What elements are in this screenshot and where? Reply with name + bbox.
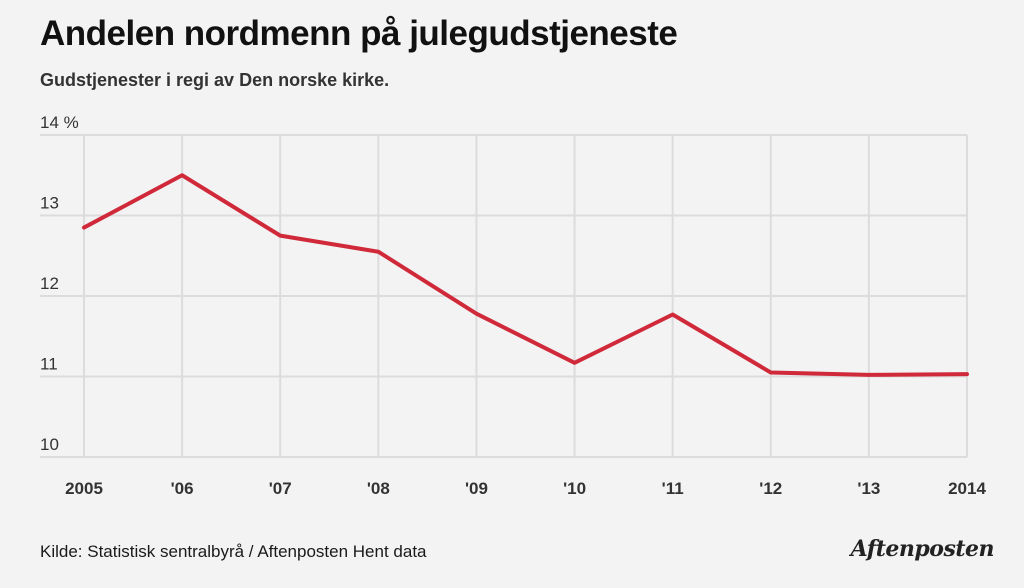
y-tick-label: 13 — [40, 194, 59, 213]
data-point — [868, 374, 870, 376]
y-tick-label: 14 % — [40, 113, 79, 132]
x-tick-label: '08 — [367, 479, 390, 498]
y-tick-label: 12 — [40, 274, 59, 293]
x-tick-label: '07 — [269, 479, 292, 498]
x-tick-label: 2014 — [948, 479, 986, 498]
x-tick-label: 2005 — [65, 479, 103, 498]
chart-subtitle: Gudstjenester i regi av Den norske kirke… — [40, 70, 390, 90]
x-tick-label: '10 — [563, 479, 586, 498]
series-line — [82, 173, 969, 377]
chart-title: Andelen nordmenn på julegudstjeneste — [40, 14, 678, 53]
x-axis-ticks: 2005 '06 '07 '08 '09 '10 '11 '12 '13 2014 — [65, 479, 986, 498]
x-tick-label: '13 — [857, 479, 880, 498]
aftenposten-logo: Aftenposten — [850, 536, 995, 562]
data-point — [475, 313, 477, 315]
data-point — [672, 314, 674, 316]
y-tick-label: 10 — [40, 435, 59, 454]
grid-layer — [40, 134, 968, 458]
data-point — [770, 371, 772, 373]
x-tick-label: '11 — [662, 479, 684, 498]
series-layer — [82, 173, 969, 377]
data-point — [966, 373, 968, 375]
data-point — [83, 227, 85, 229]
x-tick-label: '09 — [465, 479, 488, 498]
data-point — [377, 251, 379, 253]
source-note: Kilde: Statistisk sentralbyrå / Aftenpos… — [40, 542, 427, 561]
x-tick-label: '06 — [171, 479, 194, 498]
y-axis-ticks: 10 11 12 13 14 % — [40, 113, 79, 454]
data-point — [574, 362, 576, 364]
data-point — [279, 235, 281, 237]
y-tick-label: 11 — [40, 355, 58, 374]
x-tick-label: '12 — [759, 479, 782, 498]
data-point — [181, 174, 183, 176]
